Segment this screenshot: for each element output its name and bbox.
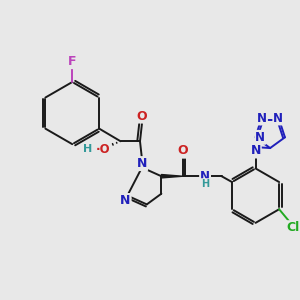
Text: N: N bbox=[120, 194, 130, 207]
Text: N: N bbox=[200, 170, 210, 183]
Text: N: N bbox=[257, 112, 267, 124]
Text: F: F bbox=[68, 55, 76, 68]
Text: N: N bbox=[255, 131, 265, 144]
Text: N: N bbox=[137, 157, 147, 170]
Text: ·O: ·O bbox=[95, 142, 110, 155]
Text: H: H bbox=[201, 179, 209, 189]
Text: H: H bbox=[83, 144, 92, 154]
Text: N: N bbox=[250, 145, 261, 158]
Text: N: N bbox=[273, 112, 283, 124]
Text: O: O bbox=[136, 110, 147, 122]
Polygon shape bbox=[161, 175, 183, 178]
Text: O: O bbox=[177, 145, 188, 158]
Text: Cl: Cl bbox=[286, 221, 299, 234]
